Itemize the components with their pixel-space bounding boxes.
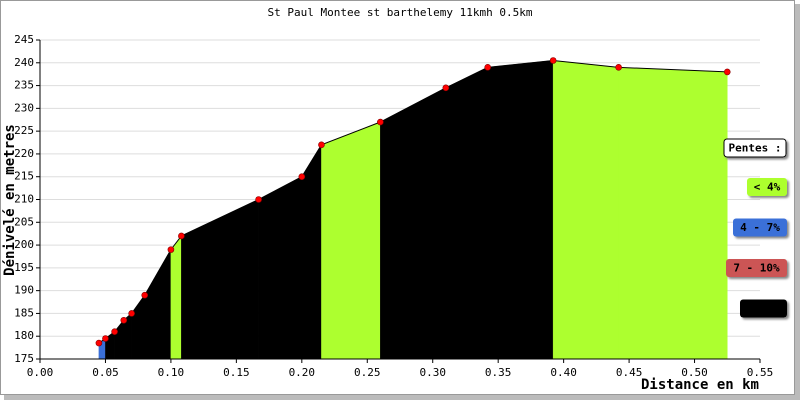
y-tick-label: 225 — [14, 124, 34, 137]
legend-label: > 10% — [747, 302, 780, 315]
chart-title: St Paul Montee st barthelemy 11kmh 0.5km — [268, 6, 533, 19]
y-tick-label: 220 — [14, 147, 34, 160]
profile-point — [120, 316, 128, 324]
profile-point — [298, 173, 306, 181]
legend-label: < 4% — [754, 181, 781, 194]
profile-point — [615, 64, 622, 71]
profile-point — [255, 196, 262, 203]
profile-segment — [258, 176, 303, 360]
profile-point — [111, 328, 118, 335]
x-axis-title: Distance en km — [641, 377, 759, 393]
frame-shadow — [795, 4, 800, 400]
y-tick-label: 185 — [14, 306, 34, 319]
profile-segment — [487, 60, 554, 360]
profile-point — [318, 141, 325, 149]
x-tick-label: 0.40 — [550, 366, 577, 379]
legend-swatch — [747, 178, 787, 196]
y-tick-label: 195 — [14, 261, 34, 274]
legend-swatch — [733, 218, 787, 237]
profile-point — [549, 57, 557, 64]
y-tick-label: 210 — [14, 193, 34, 206]
profile-point — [128, 310, 135, 317]
y-tick-label: 190 — [14, 284, 34, 297]
y-tick-label: 230 — [14, 101, 34, 114]
y-tick-label: 175 — [14, 352, 34, 365]
y-tick-label: 205 — [14, 215, 34, 228]
profile-segment — [321, 121, 381, 360]
x-tick-label: 0.10 — [158, 366, 185, 379]
profile-segment — [552, 60, 619, 360]
legend: Pentes : < 4% 4 - 7% 7 - 10% > 10% — [723, 138, 787, 318]
x-tick-label: 0.15 — [223, 366, 250, 379]
x-tick-label: 0.30 — [419, 366, 446, 379]
y-tick-label: 240 — [14, 56, 34, 69]
profile-point — [141, 291, 149, 299]
profile-point — [95, 339, 103, 347]
profile-point — [377, 118, 384, 126]
x-tick-label: 0.00 — [27, 366, 54, 379]
legend-title: Pentes : — [729, 142, 782, 155]
profile-point — [167, 246, 175, 253]
y-tick-label: 180 — [14, 329, 34, 342]
x-tick-label: 0.45 — [616, 366, 643, 379]
profile-segment — [380, 87, 447, 360]
x-tick-label: 0.20 — [289, 366, 316, 379]
legend-title-box — [723, 138, 787, 158]
x-tick-label: 0.25 — [354, 366, 381, 379]
y-axis-title: Dénivelé en metres — [2, 124, 18, 276]
profile-segment — [170, 235, 182, 360]
profile-point — [723, 68, 731, 76]
profile-segment — [618, 67, 728, 360]
legend-label: 4 - 7% — [740, 221, 780, 234]
y-tick-label: 235 — [14, 79, 34, 92]
profile-segment — [445, 66, 488, 360]
profile-point — [102, 335, 109, 342]
x-tick-label: 0.50 — [681, 366, 708, 379]
legend-label: 7 - 10% — [733, 262, 780, 275]
y-tick-label: 200 — [14, 238, 34, 251]
legend-swatch — [726, 259, 787, 277]
x-tick-label: 0.35 — [485, 366, 512, 379]
profile-point — [484, 64, 492, 71]
x-tick-label: 0.55 — [747, 366, 774, 379]
x-tick-label: 0.05 — [92, 366, 119, 379]
legend-swatch — [740, 299, 787, 318]
frame-shadow — [4, 395, 800, 400]
profile-point — [178, 232, 185, 240]
y-tick-label: 245 — [14, 33, 34, 46]
profile-point — [442, 84, 450, 92]
y-tick-label: 215 — [14, 170, 34, 183]
